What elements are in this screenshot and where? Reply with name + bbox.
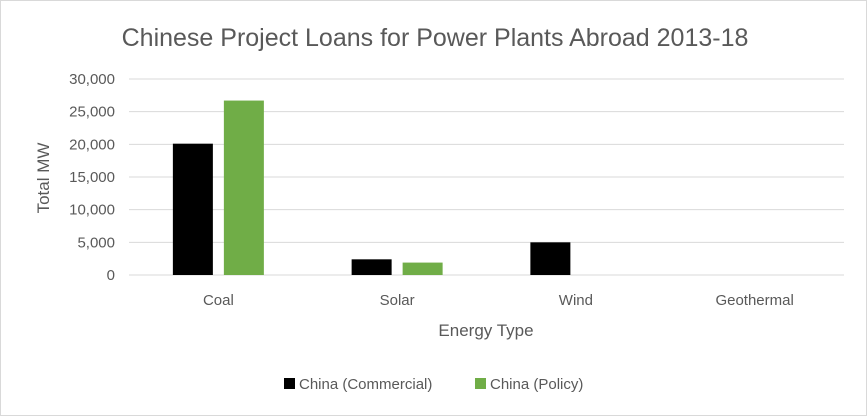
bar-wind-commercial — [530, 242, 571, 275]
y-tick-label: 20,000 — [69, 136, 115, 153]
x-tick-label: Solar — [380, 292, 415, 309]
y-tick-label: 30,000 — [69, 71, 115, 88]
x-axis-label: Energy Type — [438, 321, 533, 340]
bars — [172, 100, 571, 275]
bar-solar-policy — [402, 262, 443, 275]
chart-title: Chinese Project Loans for Power Plants A… — [122, 24, 749, 52]
y-tick-label: 25,000 — [69, 104, 115, 121]
y-tick-label: 10,000 — [69, 202, 115, 219]
x-tick-label: Geothermal — [715, 292, 793, 309]
y-tick-label: 0 — [107, 267, 115, 284]
legend-swatch — [475, 378, 486, 389]
y-tick-label: 15,000 — [69, 169, 115, 186]
y-axis-ticks: 0 5,000 10,000 15,000 20,000 25,000 30,000 — [69, 71, 115, 284]
legend: China (Commercial) China (Policy) — [284, 376, 583, 393]
y-tick-label: 5,000 — [77, 234, 115, 251]
x-tick-label: Wind — [559, 292, 593, 309]
legend-label: China (Policy) — [490, 376, 583, 393]
bar-coal-commercial — [172, 143, 213, 275]
x-axis-ticks: Coal Solar Wind Geothermal — [203, 292, 794, 309]
y-axis-label: Total MW — [34, 143, 53, 214]
bar-coal-policy — [223, 100, 264, 275]
legend-label: China (Commercial) — [299, 376, 432, 393]
legend-swatch — [284, 378, 295, 389]
x-tick-label: Coal — [203, 292, 234, 309]
bar-solar-commercial — [351, 259, 392, 275]
